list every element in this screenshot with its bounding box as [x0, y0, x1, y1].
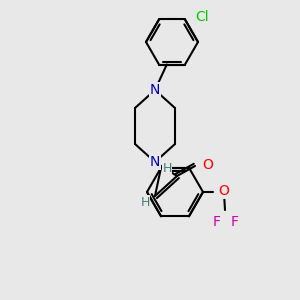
Text: F: F: [213, 215, 221, 229]
Text: N: N: [150, 83, 160, 97]
Text: O: O: [218, 184, 229, 198]
Text: O: O: [202, 158, 213, 172]
Text: H: H: [162, 163, 172, 176]
Text: N: N: [150, 155, 160, 169]
Text: Cl: Cl: [195, 11, 208, 25]
Text: H: H: [140, 196, 150, 208]
Text: F: F: [231, 215, 239, 229]
